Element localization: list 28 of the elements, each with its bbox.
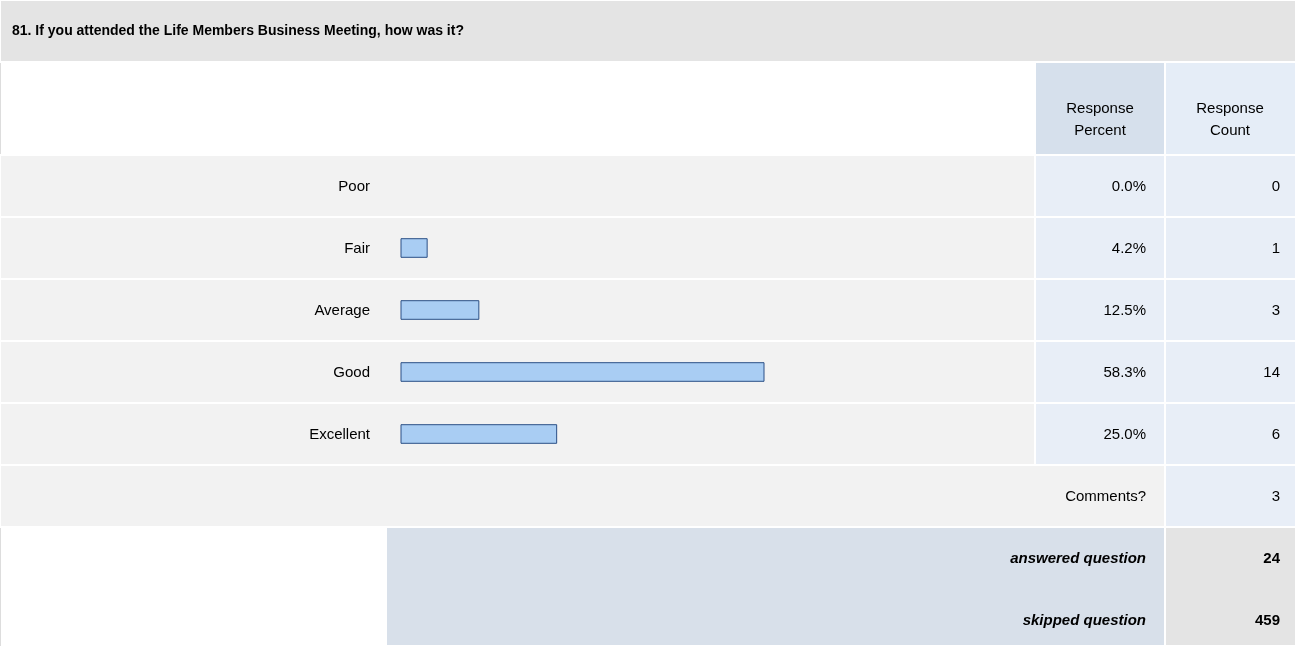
- text: 0: [1271, 177, 1280, 194]
- text: Response Percent: [1066, 99, 1134, 138]
- data-label: 58.3%: [1103, 363, 1146, 380]
- y-tick-label: Poor: [338, 177, 370, 194]
- text: Comments?: [1065, 487, 1146, 504]
- data-label: 12.5%: [1103, 301, 1146, 318]
- data-label: 0.0%: [1111, 177, 1146, 194]
- text: skipped question: [1022, 611, 1146, 628]
- bar: [400, 300, 480, 320]
- data-label: 4.2%: [1111, 239, 1146, 256]
- text: 14: [1263, 363, 1280, 380]
- y-tick-label: Average: [314, 301, 370, 318]
- data-label: 25.0%: [1103, 425, 1146, 442]
- text: 3: [1271, 487, 1280, 504]
- y-tick-label: Good: [333, 363, 370, 380]
- y-tick-label: Fair: [344, 239, 370, 256]
- y-tick-label: Excellent: [309, 425, 371, 442]
- text: 6: [1271, 425, 1280, 442]
- text: answered question: [1010, 549, 1146, 566]
- text: 459: [1254, 611, 1280, 628]
- text: 3: [1271, 301, 1280, 318]
- text: Response Count: [1196, 99, 1264, 138]
- bar: [400, 424, 558, 444]
- text: 81. If you attended the Life Members Business Meeting, how was it?: [12, 22, 464, 38]
- bar: [400, 362, 765, 382]
- text: 24: [1263, 549, 1281, 566]
- text: 1: [1271, 239, 1280, 256]
- bar: [400, 238, 428, 258]
